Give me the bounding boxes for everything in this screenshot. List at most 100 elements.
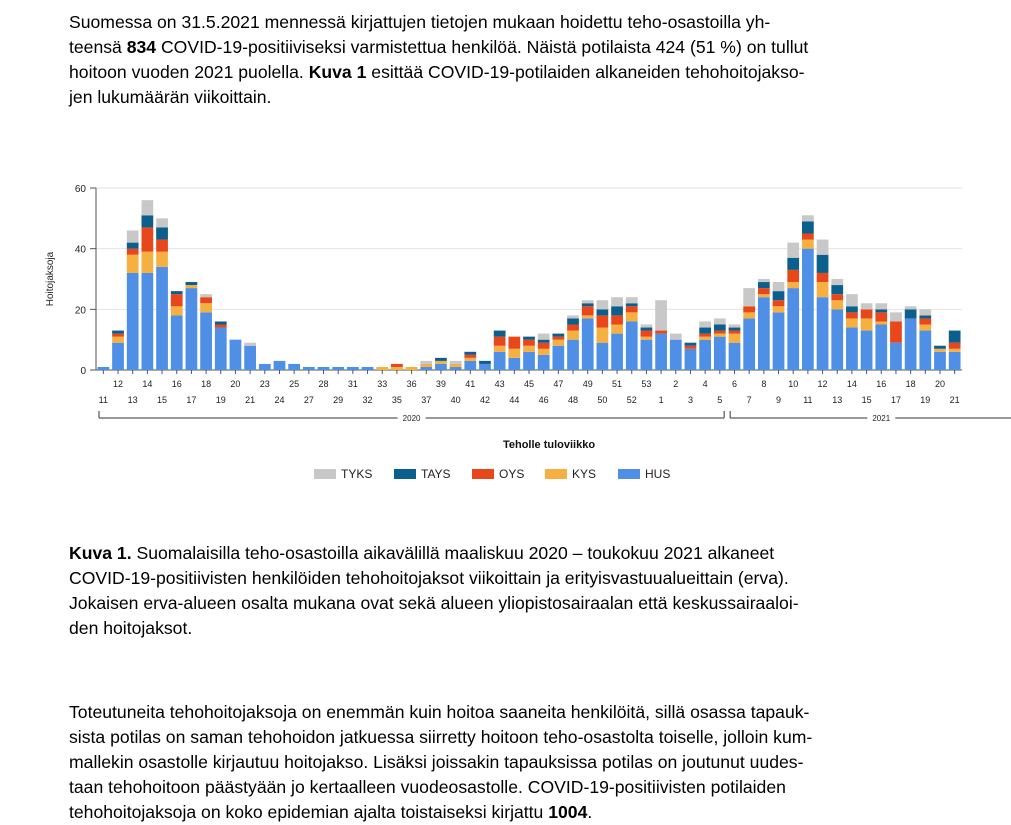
intro-total-count: 834 [126,37,157,57]
bar-tyks-segment [625,297,638,304]
legend-label-oys: OYS [499,467,524,481]
x-tick-label: 47 [553,379,563,389]
bar-hus-segment [508,357,521,370]
bar-kys-segment [523,345,535,352]
x-axis-label: Teholle tuloviikko [503,439,595,451]
x-tick-label: 31 [348,379,358,389]
caption-line-2: COVID-19-positiivisten henkilöiden tehoh… [69,568,789,588]
bar-tays-segment [170,291,183,295]
bar-hus-segment [669,339,682,370]
intro-line-1: Suomessa on 31.5.2021 mennessä kirjattuj… [69,12,771,32]
x-tick-label: 20 [230,379,240,389]
bar-tays-segment [772,291,785,301]
x-tick-label: 5 [717,395,722,405]
bar-hus-segment [141,272,154,370]
bar-oys-segment [170,294,183,307]
bar-kys-segment [948,348,961,352]
bar-kys-segment [126,254,139,273]
x-tick-label: 9 [776,395,781,405]
bar-hus-segment [273,360,286,370]
bar-tyks-segment [244,342,256,346]
body-paragraph: Toteutuneita tehohoitojaksoja on enemmän… [69,700,949,825]
y-axis-label: Hoitojaksoja [45,251,56,306]
x-tick-label: 11 [803,395,812,405]
x-tick-label: 41 [465,379,475,389]
bar-oys-segment [611,315,623,325]
bar-oys-segment [860,309,873,319]
bar-tyks-segment [420,360,433,364]
bar-kys-segment [802,239,814,249]
year-label: 2021 [872,414,890,423]
x-tick-label: 48 [568,395,578,405]
bar-oys-segment [655,330,667,334]
bar-tays-segment [479,360,491,364]
bar-oys-segment [552,336,565,340]
x-tick-label: 14 [847,379,857,389]
bar-tays-segment [493,330,506,337]
body-line-2: sista potilas on saman tehohoidon jatkue… [69,727,813,747]
bar-hus-segment [244,345,256,370]
bar-tays-segment [787,257,800,270]
x-tick-label: 23 [260,379,270,389]
bar-hus-segment [200,312,212,370]
x-tick-label: 49 [583,379,593,389]
x-tick-label: 15 [862,395,872,405]
x-tick-label: 24 [274,395,284,405]
bar-hus-segment [860,330,873,370]
bar-hus-segment [743,318,756,370]
bar-hus-segment [552,345,565,370]
bar-tays-segment [802,221,814,234]
bar-kys-segment [552,339,565,346]
bar-oys-segment [743,306,756,313]
bar-hus-segment [596,342,609,370]
bar-kys-segment [141,251,154,273]
intro-line-2-post: COVID-19-positiiviseksi varmistettua hen… [156,37,809,57]
x-tick-label: 28 [319,379,329,389]
bar-hus-segment [875,324,888,370]
bar-oys-segment [787,269,800,283]
bar-tyks-segment [890,312,902,322]
x-tick-label: 51 [612,379,622,389]
bar-kys-segment [816,282,829,298]
bar-tyks-segment [728,324,741,328]
bar-hus-segment [772,312,785,370]
bar-tays-segment [948,330,961,343]
bar-oys-segment [567,324,579,331]
bar-tyks-segment [200,294,212,298]
bar-kys-segment [787,282,800,289]
bar-tyks-segment [567,315,579,319]
bar-hus-segment [112,342,124,370]
legend-label-tyks: TYKS [341,467,372,481]
y-tick-label: 40 [75,245,87,256]
bar-kys-segment [860,318,873,331]
bar-kys-segment [713,333,726,337]
legend-label-kys: KYS [572,467,596,481]
bar-tyks-segment [537,333,550,340]
bar-tays-segment [214,321,227,325]
bar-kys-segment [772,306,785,313]
x-tick-label: 19 [920,395,930,405]
x-tick-label: 39 [436,379,446,389]
bar-tays-segment [126,242,139,249]
intro-line-4: jen lukumäärän viikoittain. [69,87,272,107]
bar-oys-segment [890,321,902,343]
bar-kys-segment [625,312,638,322]
bar-oys-segment [699,333,712,337]
x-tick-label: 11 [99,395,108,405]
bar-oys-segment [772,300,785,307]
bar-hus-segment [684,348,697,370]
y-tick-label: 0 [80,366,86,377]
bar-tays-segment [596,309,609,316]
bar-tays-segment [816,254,829,273]
bar-hus-segment [787,288,800,370]
x-tick-label: 21 [950,395,960,405]
bar-oys-segment [802,233,814,240]
bar-tays-segment [640,327,653,331]
x-tick-label: 36 [407,379,417,389]
legend-swatch-tays [394,469,416,479]
legend-label-hus: HUS [645,467,670,481]
bar-tyks-segment [816,239,829,255]
bar-hus-segment [523,351,535,370]
bar-oys-segment [875,312,888,322]
bar-hus-segment [919,330,932,370]
